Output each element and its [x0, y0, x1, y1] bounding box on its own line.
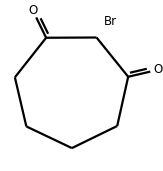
Text: O: O: [28, 4, 37, 17]
Text: Br: Br: [104, 15, 117, 28]
Text: O: O: [153, 63, 162, 76]
